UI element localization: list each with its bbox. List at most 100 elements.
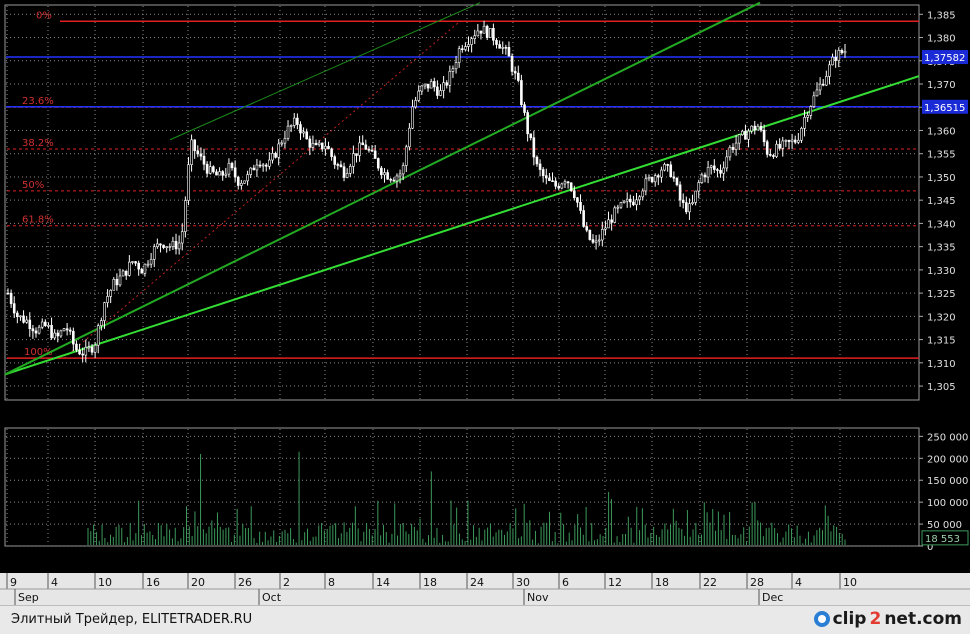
trend-lines [4, 1, 920, 376]
candle-body [411, 106, 414, 129]
candle-body [815, 89, 819, 97]
candle-body [255, 164, 259, 171]
candle-body [168, 246, 172, 248]
candle-body [812, 95, 816, 107]
candle-body [516, 72, 520, 81]
candle-body [800, 128, 803, 141]
candle-body [476, 30, 480, 37]
candle-body [324, 145, 327, 150]
date-tick-label: 30 [516, 576, 530, 589]
price-tick-label: 1,335 [927, 243, 956, 254]
candle-body [728, 147, 732, 158]
candle-body [681, 199, 685, 203]
candle-body [78, 349, 81, 355]
candle-body [187, 164, 190, 201]
candle-body [296, 117, 299, 125]
candle-body [741, 130, 744, 136]
candle-body [520, 80, 523, 106]
candle-body [669, 164, 673, 178]
candle-body [713, 165, 716, 170]
date-tick-label: 22 [703, 576, 717, 589]
candle-body [535, 156, 539, 165]
candle-body [199, 153, 203, 157]
footer-caption: Элитный Трейдер, ELITETRADER.RU [11, 612, 253, 627]
candle-body [504, 47, 508, 49]
candle-body [327, 145, 330, 150]
candle-body [694, 190, 697, 203]
candle-body [16, 312, 19, 317]
footer-bar: Элитный Трейдер, ELITETRADER.RU clip 2 net… [0, 605, 970, 634]
candle-body [464, 46, 467, 50]
candle-body [672, 176, 676, 179]
upper-channel-line [169, 2, 481, 141]
price-tick-label: 1,330 [927, 266, 956, 277]
candle-body [314, 142, 318, 146]
candle-body [426, 83, 430, 89]
candle-body [467, 44, 470, 47]
candle-body [442, 82, 445, 91]
price-tick-label: 1,310 [927, 359, 956, 370]
candle-body [831, 56, 834, 66]
channel-trendline [4, 1, 761, 376]
candle-body [9, 292, 13, 304]
candle-body [408, 127, 411, 148]
candle-body [747, 130, 750, 140]
candle-body [376, 158, 380, 169]
volume-tick-label: 100 000 [927, 498, 968, 509]
fib-label: 50% [22, 180, 44, 191]
candle-body [184, 200, 187, 232]
candle-body [367, 149, 371, 151]
candle-body [482, 25, 486, 34]
candle-body [448, 71, 452, 86]
candle-body [28, 319, 32, 329]
candle-body [591, 239, 595, 243]
candle-body [604, 227, 607, 230]
date-tick-label: 4 [795, 576, 802, 589]
candle-body [719, 170, 722, 174]
date-tick-label: 26 [238, 576, 252, 589]
price-panel [4, 4, 920, 401]
candle-body [666, 164, 669, 166]
candle-body [156, 243, 159, 247]
candle-body [380, 167, 383, 176]
candle-body [523, 104, 526, 113]
candle-body [271, 153, 274, 161]
candle-body [629, 198, 632, 203]
price-marker-box [922, 99, 968, 114]
candle-body [274, 153, 277, 158]
candle-body [230, 162, 234, 169]
price-tick-label: 1,340 [927, 219, 956, 230]
candle-body [389, 178, 393, 181]
candle-body [429, 81, 433, 89]
candle-body [498, 44, 501, 49]
candle-body [68, 329, 72, 332]
candle-body [781, 140, 785, 149]
candle-body [457, 48, 461, 63]
candle-body [541, 169, 545, 176]
candle-body [34, 330, 38, 334]
candle-body [336, 164, 340, 166]
candle-body [691, 202, 694, 204]
month-label: Sep [18, 591, 39, 604]
candle-body [134, 261, 137, 264]
candle-body [87, 346, 91, 349]
clip2net-logo[interactable]: clip 2 net.com [813, 609, 962, 629]
candle-body [610, 219, 613, 223]
candle-body [557, 185, 561, 189]
candle-body [112, 278, 116, 291]
candle-body [227, 162, 231, 175]
price-tick-label: 1,325 [927, 289, 956, 300]
candle-body [750, 125, 753, 132]
candle-body [551, 180, 554, 182]
candle-body [653, 175, 657, 183]
candle-body [526, 112, 529, 135]
candle-body [507, 47, 511, 57]
month-label: Oct [262, 591, 282, 604]
volume-tick-label: 250 000 [927, 432, 968, 443]
candle-body [697, 182, 701, 192]
candle-body [302, 131, 305, 134]
volume-tick-label: 50 000 [927, 520, 962, 531]
price-marker-box [922, 50, 968, 65]
date-tick-label: 14 [376, 576, 390, 589]
candle-body [566, 181, 570, 184]
